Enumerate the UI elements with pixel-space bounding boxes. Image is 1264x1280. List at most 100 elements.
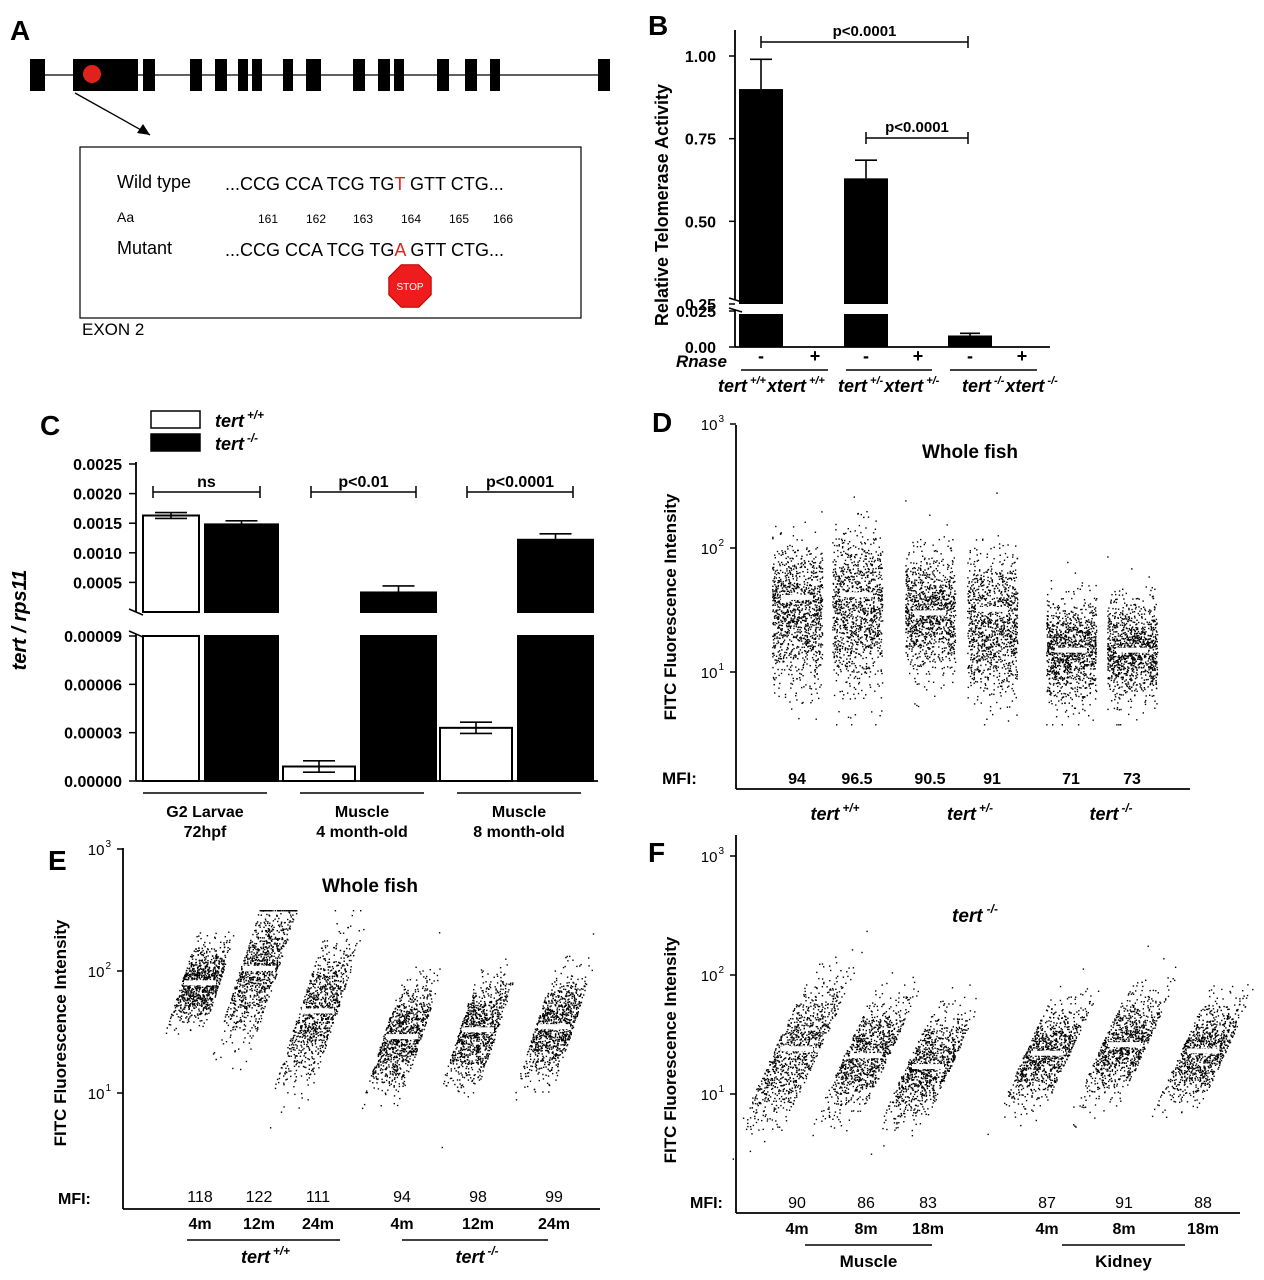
d-point	[985, 647, 987, 649]
d-point	[877, 631, 879, 634]
d-point	[973, 574, 975, 576]
d-point	[940, 602, 942, 604]
d-point	[851, 611, 853, 613]
d-point	[788, 673, 790, 676]
d-point	[1005, 602, 1007, 604]
d-point	[996, 620, 999, 622]
d-point	[866, 603, 868, 606]
d-point	[922, 640, 925, 642]
d-point	[875, 537, 877, 540]
d-point	[819, 588, 821, 590]
d-point	[844, 617, 846, 619]
d-point	[872, 568, 874, 570]
d-point	[985, 638, 987, 640]
d-point	[946, 633, 948, 635]
d-point	[786, 609, 789, 611]
d-point	[929, 514, 931, 516]
d-point	[873, 619, 875, 622]
d-point	[913, 585, 915, 587]
d-point	[933, 639, 936, 641]
d-point	[971, 606, 974, 608]
d-point	[987, 656, 990, 658]
d-point	[933, 634, 935, 636]
d-point	[971, 585, 973, 587]
d-point	[870, 636, 873, 639]
d-point	[862, 645, 864, 648]
d-point	[936, 618, 938, 621]
d-point	[847, 553, 849, 555]
d-point	[857, 692, 860, 695]
d-point	[780, 580, 782, 582]
d-point	[916, 657, 918, 660]
d-point	[976, 669, 978, 671]
d-point	[911, 598, 914, 600]
d-point	[774, 644, 777, 647]
d-point	[974, 578, 976, 580]
d-point	[975, 659, 978, 662]
panel-c-bars	[142, 511, 594, 782]
d-point	[991, 579, 993, 581]
d-point	[871, 597, 873, 599]
d-point	[1061, 642, 1063, 644]
d-point	[929, 656, 931, 658]
d-point	[935, 587, 937, 589]
d-point	[1008, 664, 1010, 666]
d-point	[908, 622, 910, 624]
d-point	[814, 671, 816, 673]
d-point	[996, 630, 998, 632]
d-point	[913, 645, 915, 647]
d-point	[1005, 668, 1007, 670]
d-point	[1056, 709, 1058, 711]
d-point	[793, 582, 796, 585]
d-point	[938, 626, 941, 629]
d-point	[1014, 638, 1016, 640]
d-point	[1013, 618, 1016, 621]
d-point	[936, 599, 939, 601]
d-point	[813, 600, 815, 602]
d-point	[1015, 669, 1018, 671]
d-point	[806, 584, 808, 587]
d-point	[1012, 690, 1015, 692]
d-point	[1003, 626, 1005, 629]
d-point	[836, 600, 839, 603]
d-point	[943, 590, 945, 592]
d-point	[839, 626, 841, 628]
d-point	[861, 617, 863, 619]
d-point	[906, 608, 909, 611]
d-point	[1012, 586, 1014, 588]
d-point	[929, 618, 931, 621]
d-point	[919, 643, 921, 646]
d-point	[782, 590, 784, 592]
d-point	[932, 595, 934, 597]
d-point	[860, 640, 862, 643]
d-point	[1067, 616, 1069, 618]
d-point	[805, 652, 807, 654]
d-point	[790, 560, 793, 562]
d-point	[866, 634, 868, 636]
d-point	[859, 665, 861, 667]
d-point	[807, 604, 810, 606]
d-point	[932, 650, 934, 652]
d-point	[848, 587, 850, 589]
d-point	[853, 496, 855, 498]
d-point	[777, 606, 779, 608]
d-point	[929, 622, 932, 624]
d-point	[923, 619, 925, 621]
d-point	[803, 560, 806, 562]
d-point	[844, 598, 846, 601]
d-point	[779, 634, 781, 636]
d-point	[938, 595, 941, 598]
d-point	[773, 678, 775, 680]
d-point	[906, 646, 908, 648]
d-point	[879, 610, 881, 613]
d-point	[988, 635, 991, 637]
d-point	[848, 569, 851, 571]
d-point	[940, 618, 942, 621]
d-point	[803, 615, 805, 617]
c-category-line1: Muscle	[335, 804, 389, 821]
d-point	[804, 562, 806, 565]
d-point	[808, 560, 810, 563]
d-point	[871, 711, 873, 713]
d-point	[987, 639, 989, 641]
d-point	[804, 641, 807, 643]
